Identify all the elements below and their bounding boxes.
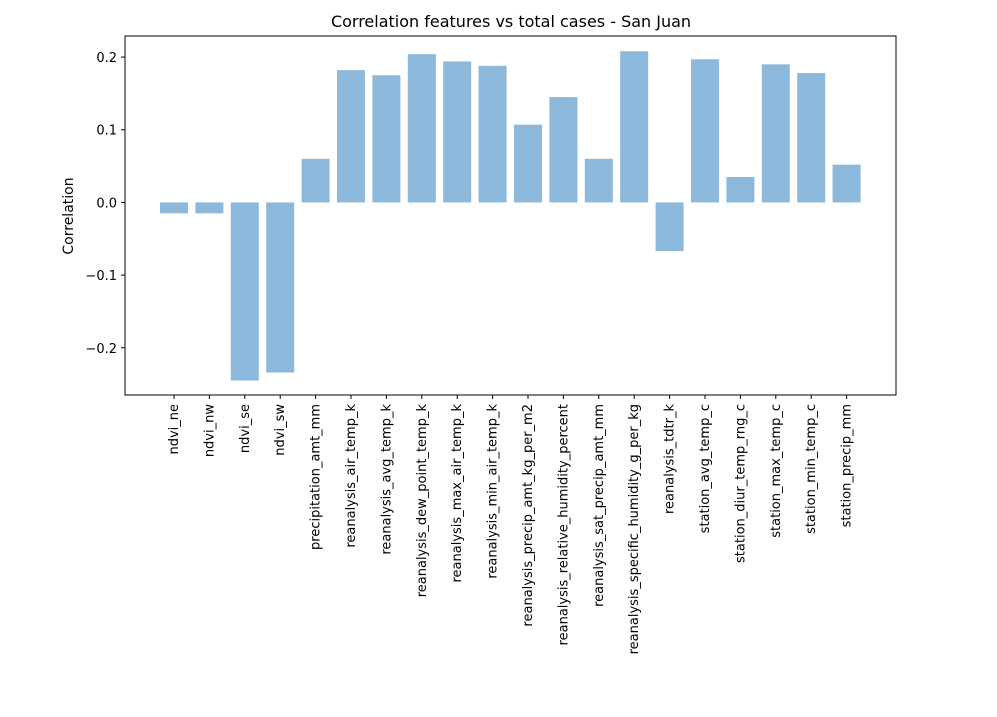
y-tick-label: 0.1	[96, 124, 117, 139]
x-tick-label: ndvi_nw	[202, 404, 217, 458]
y-tick-label: 0.2	[96, 51, 117, 66]
x-tick-label: station_min_temp_c	[804, 404, 819, 534]
bar-ndvi_nw	[195, 202, 224, 214]
x-axis-ticks: ndvi_ne ndvi_nw ndvi_se ndvi_sw precipitatio…	[167, 395, 855, 654]
bar-reanalysis_relative_humidity_percent	[549, 97, 578, 203]
plot-frame	[124, 35, 897, 396]
x-tick-label: reanalysis_avg_temp_k	[379, 404, 394, 555]
x-tick-label: reanalysis_min_air_temp_k	[486, 404, 501, 579]
bar-reanalysis_avg_temp_k	[372, 75, 401, 203]
x-tick-label: station_max_temp_c	[769, 404, 784, 538]
chart-title: Correlation features vs total cases - Sa…	[331, 12, 691, 31]
bar-station_diur_temp_rng_c	[726, 176, 755, 203]
bar-reanalysis_precip_amt_kg_per_m2	[514, 124, 542, 203]
x-tick-label: reanalysis_specific_humidity_g_per_kg	[627, 404, 642, 654]
bar-ndvi_sw	[266, 202, 295, 373]
x-tick-label: ndvi_sw	[273, 404, 288, 456]
bar-reanalysis_specific_humidity_g_per_kg	[620, 51, 649, 203]
y-tick-label: −0.1	[85, 269, 117, 284]
bar-reanalysis_tdtr_k	[655, 202, 684, 252]
x-tick-label: station_precip_mm	[840, 404, 855, 527]
y-tick-label: 0.0	[96, 196, 117, 211]
bar-reanalysis_sat_precip_amt_mm	[584, 158, 613, 203]
x-tick-label: reanalysis_precip_amt_kg_per_m2	[521, 404, 536, 627]
x-tick-label: station_avg_temp_c	[698, 404, 713, 533]
bar-station_avg_temp_c	[691, 59, 719, 203]
x-tick-label: station_diur_temp_rng_c	[733, 404, 748, 563]
bar-reanalysis_air_temp_k	[337, 70, 365, 203]
x-tick-label: ndvi_se	[238, 404, 253, 453]
x-tick-label: reanalysis_relative_humidity_percent	[556, 404, 571, 645]
x-tick-label: reanalysis_max_air_temp_k	[450, 404, 465, 583]
y-tick-label: −0.2	[85, 342, 117, 357]
x-tick-label: reanalysis_sat_precip_amt_mm	[592, 404, 607, 607]
bar-ndvi_ne	[160, 202, 188, 214]
x-tick-label: reanalysis_dew_point_temp_k	[415, 404, 430, 598]
y-axis-label: Correlation	[61, 177, 77, 254]
x-tick-label: precipitation_amt_mm	[309, 404, 324, 550]
bar-station_min_temp_c	[797, 73, 826, 203]
bar-station_max_temp_c	[761, 64, 790, 203]
bar-station_precip_mm	[832, 164, 861, 203]
bar-reanalysis_dew_point_temp_k	[407, 54, 436, 203]
bar-reanalysis_max_air_temp_k	[443, 61, 472, 203]
bar-ndvi_se	[230, 202, 259, 381]
bars-group	[160, 51, 861, 381]
y-axis-ticks: −0.2 −0.1 0.0 0.1 0.2	[85, 51, 125, 357]
x-tick-label: reanalysis_air_temp_k	[344, 404, 359, 548]
bar-precipitation_amt_mm	[301, 158, 330, 203]
x-tick-label: reanalysis_tdtr_k	[663, 404, 678, 514]
x-tick-label: ndvi_ne	[167, 404, 182, 455]
bar-reanalysis_min_air_temp_k	[478, 65, 507, 203]
